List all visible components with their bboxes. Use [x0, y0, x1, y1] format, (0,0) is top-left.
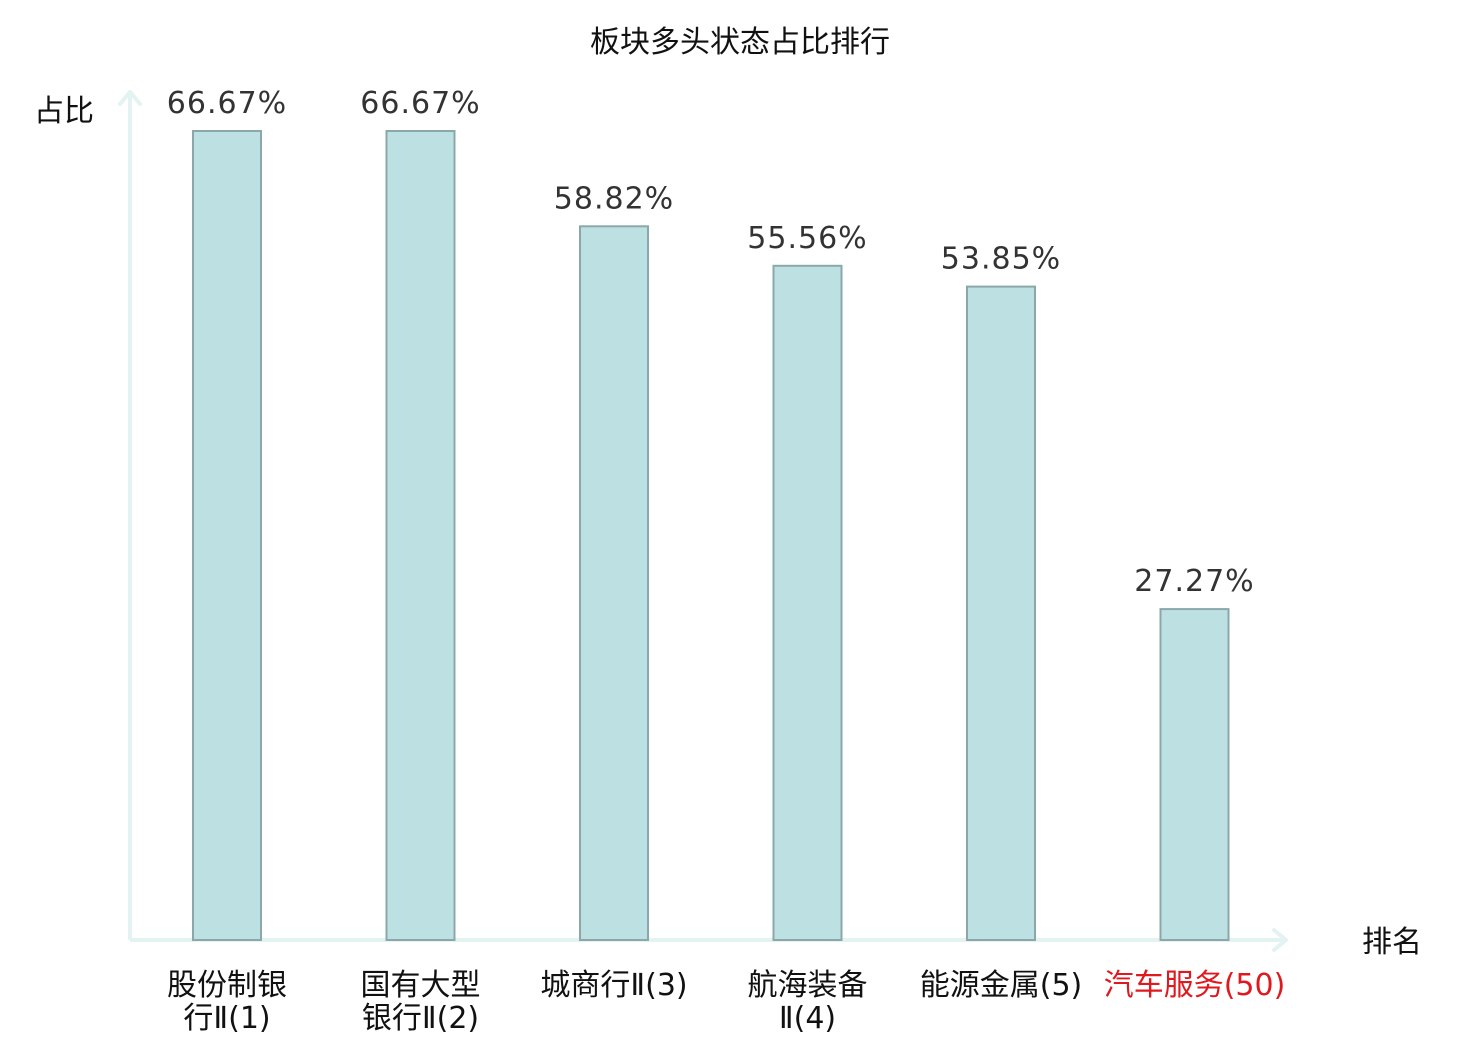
category-label-3: 城商行Ⅱ(3): [540, 968, 687, 1003]
bar-value-label-2: 66.67%: [360, 86, 480, 121]
bar-1: [192, 130, 262, 941]
category-label-6: 汽车服务(50): [1104, 968, 1286, 1003]
category-label-line: Ⅱ(4): [779, 1001, 836, 1036]
chart-title: 板块多头状态占比排行: [590, 25, 890, 60]
x-axis-arrow: [1272, 928, 1288, 952]
bar-2: [385, 130, 456, 941]
value-labels-group: 66.67% 66.67% 58.82% 55.56% 53.85% 27.27%: [167, 86, 1254, 599]
x-axis-label: 排名: [1362, 925, 1422, 960]
category-label-line: 汽车服务(50): [1104, 968, 1286, 1003]
category-labels-group: 股份制银行Ⅱ(1) 国有大型银行Ⅱ(2) 城商行Ⅱ(3) 航海装备 Ⅱ(4) 能源金属(5…: [167, 968, 1285, 1036]
bar-value-label-3: 58.82%: [554, 181, 674, 216]
category-label-line: 航海装备: [748, 968, 868, 1003]
category-label-2: 国有大型银行Ⅱ(2): [361, 968, 481, 1036]
x-axis: [130, 928, 1288, 952]
category-label-1: 股份制银行Ⅱ(1): [167, 968, 287, 1036]
bar-3: [579, 225, 649, 942]
category-label-4: 航海装备 Ⅱ(4): [748, 968, 868, 1036]
bar-value-label-1: 66.67%: [167, 86, 287, 121]
bar-value-label-6: 27.27%: [1134, 564, 1254, 599]
category-label-line: 能源金属(5): [920, 968, 1083, 1003]
bars-group: [192, 130, 1230, 942]
bar-value-label-4: 55.56%: [747, 221, 867, 256]
category-label-line: 国有大型: [361, 968, 481, 1003]
bar-5: [966, 285, 1036, 942]
category-label-line: 行Ⅱ(1): [183, 1001, 270, 1036]
category-label-line: 城商行Ⅱ(3): [540, 968, 687, 1003]
category-label-line: 银行Ⅱ(2): [362, 1001, 479, 1036]
y-axis: [118, 90, 142, 940]
y-axis-label: 占比: [34, 94, 94, 129]
category-label-5: 能源金属(5): [920, 968, 1083, 1003]
category-label-line: 股份制银: [167, 968, 287, 1003]
y-axis-arrow: [118, 90, 142, 106]
bar-value-label-5: 53.85%: [941, 242, 1061, 277]
bar-6: [1159, 608, 1230, 941]
bar-4: [772, 264, 843, 941]
